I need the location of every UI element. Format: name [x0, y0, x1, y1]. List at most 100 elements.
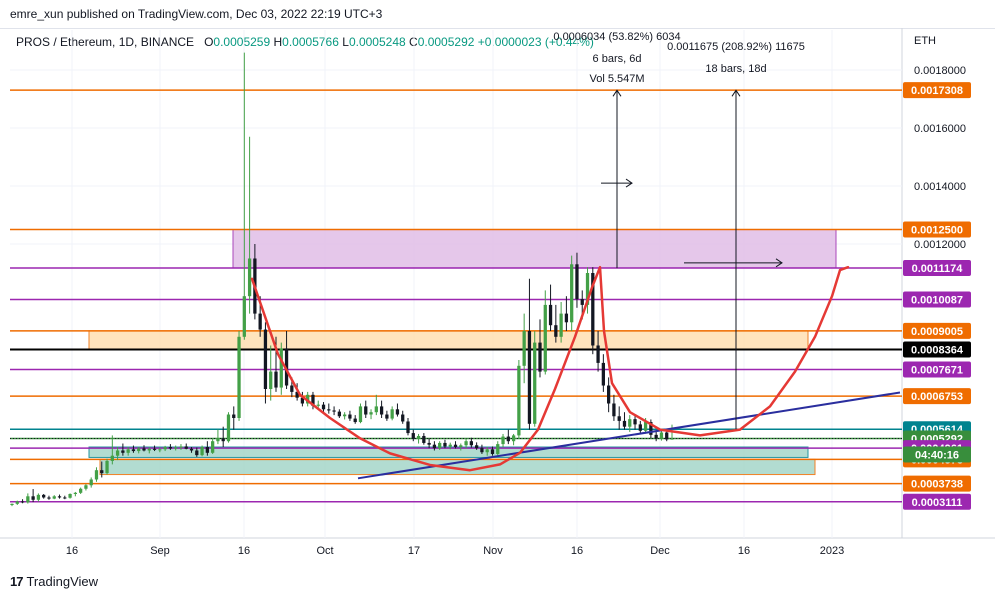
candle-body [163, 447, 167, 450]
candle-body [306, 394, 310, 404]
tradingview-logo[interactable]: 17 TradingView [10, 574, 98, 589]
candle-body [226, 414, 231, 442]
candle-body [543, 304, 547, 372]
x-tick-label: 16 [66, 545, 78, 557]
candle-body [269, 371, 273, 389]
measure-2-line1: 0.0011675 (208.92%) 11675 [667, 41, 805, 53]
price-label: 0.0003738 [911, 479, 963, 491]
candle-body [348, 414, 352, 419]
candle-body [485, 449, 489, 453]
candle-body [496, 444, 500, 454]
currency-label: ETH [914, 35, 936, 47]
candle-body [596, 345, 600, 363]
candle-body [73, 492, 77, 494]
candle-body [527, 331, 532, 424]
candle-body [406, 421, 410, 434]
price-label-bg [903, 322, 971, 339]
candle-body [110, 455, 114, 461]
candle-body [480, 448, 484, 453]
tradingview-logo-text: TradingView [26, 574, 99, 589]
candle-body [137, 448, 141, 452]
trend-line [357, 391, 901, 480]
x-tick-label: Sep [150, 545, 170, 557]
price-label-bg [903, 259, 971, 276]
candle-body [247, 258, 252, 297]
candle-body [237, 336, 241, 418]
candle-body [311, 394, 315, 406]
candle-body [100, 470, 104, 474]
price-chart[interactable]: 0.0006034 (53.82%) 6034 6 bars, 6d Vol 5.5… [0, 28, 995, 568]
candle-body [15, 501, 19, 504]
x-tick-label: 16 [738, 545, 750, 557]
measure-1-line2: 6 bars, 6d [593, 53, 642, 65]
measure-1-line3: Vol 5.547M [589, 73, 644, 85]
candle-body [501, 436, 505, 445]
drawings: 0.0006034 (53.82%) 6034 6 bars, 6d Vol 5.5… [250, 31, 901, 480]
open-value: 0.0005259 [213, 35, 271, 49]
publish-header: emre_xun published on TradingView.com, D… [0, 0, 995, 29]
candle-body [327, 409, 331, 411]
candle-body [622, 420, 627, 427]
measure-2-line2: 18 bars, 18d [705, 63, 766, 75]
price-label: 0.0010087 [911, 294, 963, 306]
time-arrowhead-1 [625, 178, 633, 188]
candle-body [427, 442, 431, 445]
x-tick-label: Dec [650, 545, 670, 557]
candle-body [643, 422, 648, 431]
candle-body [152, 448, 157, 450]
candle-body [358, 406, 363, 423]
candle-body [670, 438, 674, 440]
candle-body [564, 313, 569, 323]
candle-body [379, 406, 384, 415]
candle-body [506, 436, 510, 442]
candle-body [295, 391, 299, 398]
close-value: 0.0005292 [417, 35, 475, 49]
candle-body [36, 494, 41, 500]
candle-body [216, 438, 220, 442]
candle-body [459, 445, 463, 447]
candle-body [300, 397, 305, 404]
candle-body [654, 434, 658, 439]
candle-body [195, 450, 199, 456]
candle-body [432, 444, 437, 449]
footer: 17 TradingView [0, 568, 995, 599]
candle-body [274, 371, 278, 388]
y-tick-label: 0.0012000 [914, 239, 966, 251]
candle-body [395, 409, 400, 415]
y-tick-label: 0.0016000 [914, 123, 966, 135]
price-label-bg [903, 475, 971, 492]
candle-body [94, 470, 99, 480]
candle-body [205, 447, 209, 453]
measure-1-line1: 0.0006034 (53.82%) 6034 [553, 31, 680, 43]
y-tick-label: 0.0018000 [914, 65, 966, 77]
candles [10, 52, 674, 507]
price-label-bg [903, 361, 971, 378]
time-arrowhead-2 [775, 258, 783, 268]
candle-body [628, 419, 632, 427]
candle-body [374, 406, 378, 413]
candle-body [47, 497, 51, 499]
price-label: 0.0003111 [912, 497, 963, 509]
candle-body [20, 501, 25, 503]
candle-body [464, 441, 468, 446]
y-tick-label: 0.0014000 [914, 181, 966, 193]
chart-area[interactable]: 0.0006034 (53.82%) 6034 6 bars, 6d Vol 5.5… [0, 28, 995, 568]
close-label: C [409, 35, 418, 49]
candle-body [490, 449, 495, 454]
candle-body [232, 414, 236, 418]
zone-box [88, 446, 809, 458]
candle-body [522, 331, 526, 366]
candle-body [548, 304, 553, 326]
price-label-bg [903, 221, 971, 238]
price-label: 0.0012500 [911, 225, 963, 237]
candle-body [174, 447, 178, 449]
candle-body [638, 424, 642, 431]
candle-body [617, 416, 621, 421]
candle-body [343, 414, 347, 417]
tradingview-mark-icon: 17 [10, 574, 24, 589]
candle-body [290, 385, 294, 392]
candle-body [533, 342, 537, 424]
x-tick-label: Oct [316, 545, 333, 557]
candle-body [453, 444, 458, 447]
candle-body [575, 264, 579, 300]
